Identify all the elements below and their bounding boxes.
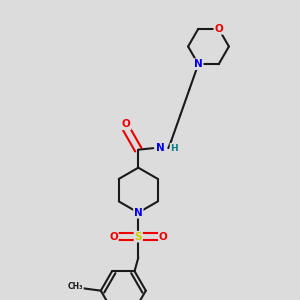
Text: O: O: [214, 24, 223, 34]
Text: N: N: [156, 143, 165, 153]
Text: H: H: [170, 144, 178, 153]
Text: O: O: [122, 119, 131, 129]
Text: O: O: [159, 232, 168, 242]
Text: N: N: [134, 208, 143, 218]
Text: CH₃: CH₃: [68, 282, 83, 291]
Text: S: S: [134, 232, 142, 242]
Text: O: O: [109, 232, 118, 242]
Text: N: N: [194, 59, 203, 69]
